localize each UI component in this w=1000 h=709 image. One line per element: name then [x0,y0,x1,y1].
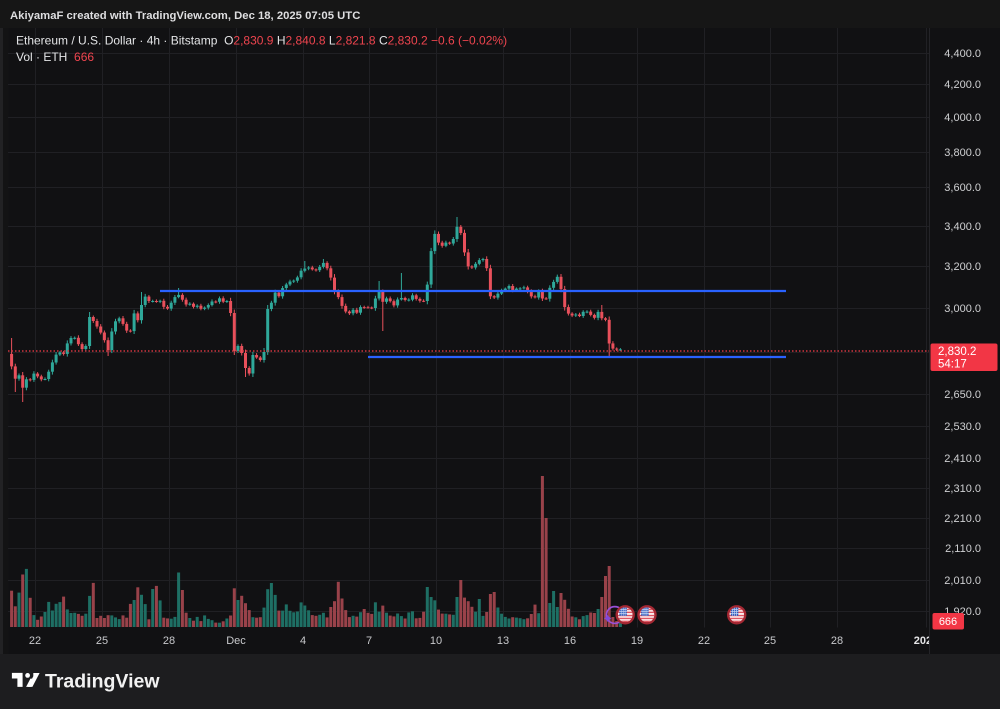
svg-text:25: 25 [96,635,108,647]
svg-text:2,110.0: 2,110.0 [945,543,981,555]
svg-text:Vol · ETH 666: Vol · ETH 666 [16,50,94,64]
svg-text:22: 22 [29,635,41,647]
svg-text:3,600.0: 3,600.0 [944,182,981,194]
svg-text:19: 19 [631,635,643,647]
svg-text:22: 22 [698,635,710,647]
svg-text:2,410.0: 2,410.0 [944,453,981,465]
svg-text:2,010.0: 2,010.0 [944,575,981,587]
svg-text:4,200.0: 4,200.0 [944,79,981,91]
svg-text:Ethereum / U.S. Dollar · 4h ·: Ethereum / U.S. Dollar · 4h · Bitstamp O… [16,34,507,48]
svg-text:13: 13 [497,635,509,647]
svg-text:3,200.0: 3,200.0 [944,261,981,273]
svg-text:AkiyamaF created with TradingV: AkiyamaF created with TradingView.com, D… [10,10,360,22]
svg-text:2,830.2: 2,830.2 [938,346,976,358]
svg-text:666: 666 [939,616,957,628]
svg-text:2,310.0: 2,310.0 [944,483,981,495]
svg-text:28: 28 [163,635,175,647]
svg-text:4: 4 [300,635,306,647]
svg-text:10: 10 [430,635,442,647]
svg-text:28: 28 [831,635,843,647]
svg-text:3,800.0: 3,800.0 [944,147,981,159]
svg-text:4,400.0: 4,400.0 [944,48,981,60]
svg-text:25: 25 [764,635,776,647]
svg-text:2,530.0: 2,530.0 [944,421,981,433]
svg-text:4,000.0: 4,000.0 [944,112,981,124]
svg-text:2,210.0: 2,210.0 [944,513,981,525]
svg-text:2,650.0: 2,650.0 [944,389,981,401]
svg-text:7: 7 [366,635,372,647]
svg-text:3,400.0: 3,400.0 [944,221,981,233]
svg-text:Dec: Dec [226,635,246,647]
svg-text:2026: 2026 [914,635,938,647]
svg-text:54:17: 54:17 [938,359,967,371]
svg-text:TradingView: TradingView [45,671,160,693]
svg-text:16: 16 [564,635,576,647]
svg-text:3,000.0: 3,000.0 [944,303,981,315]
